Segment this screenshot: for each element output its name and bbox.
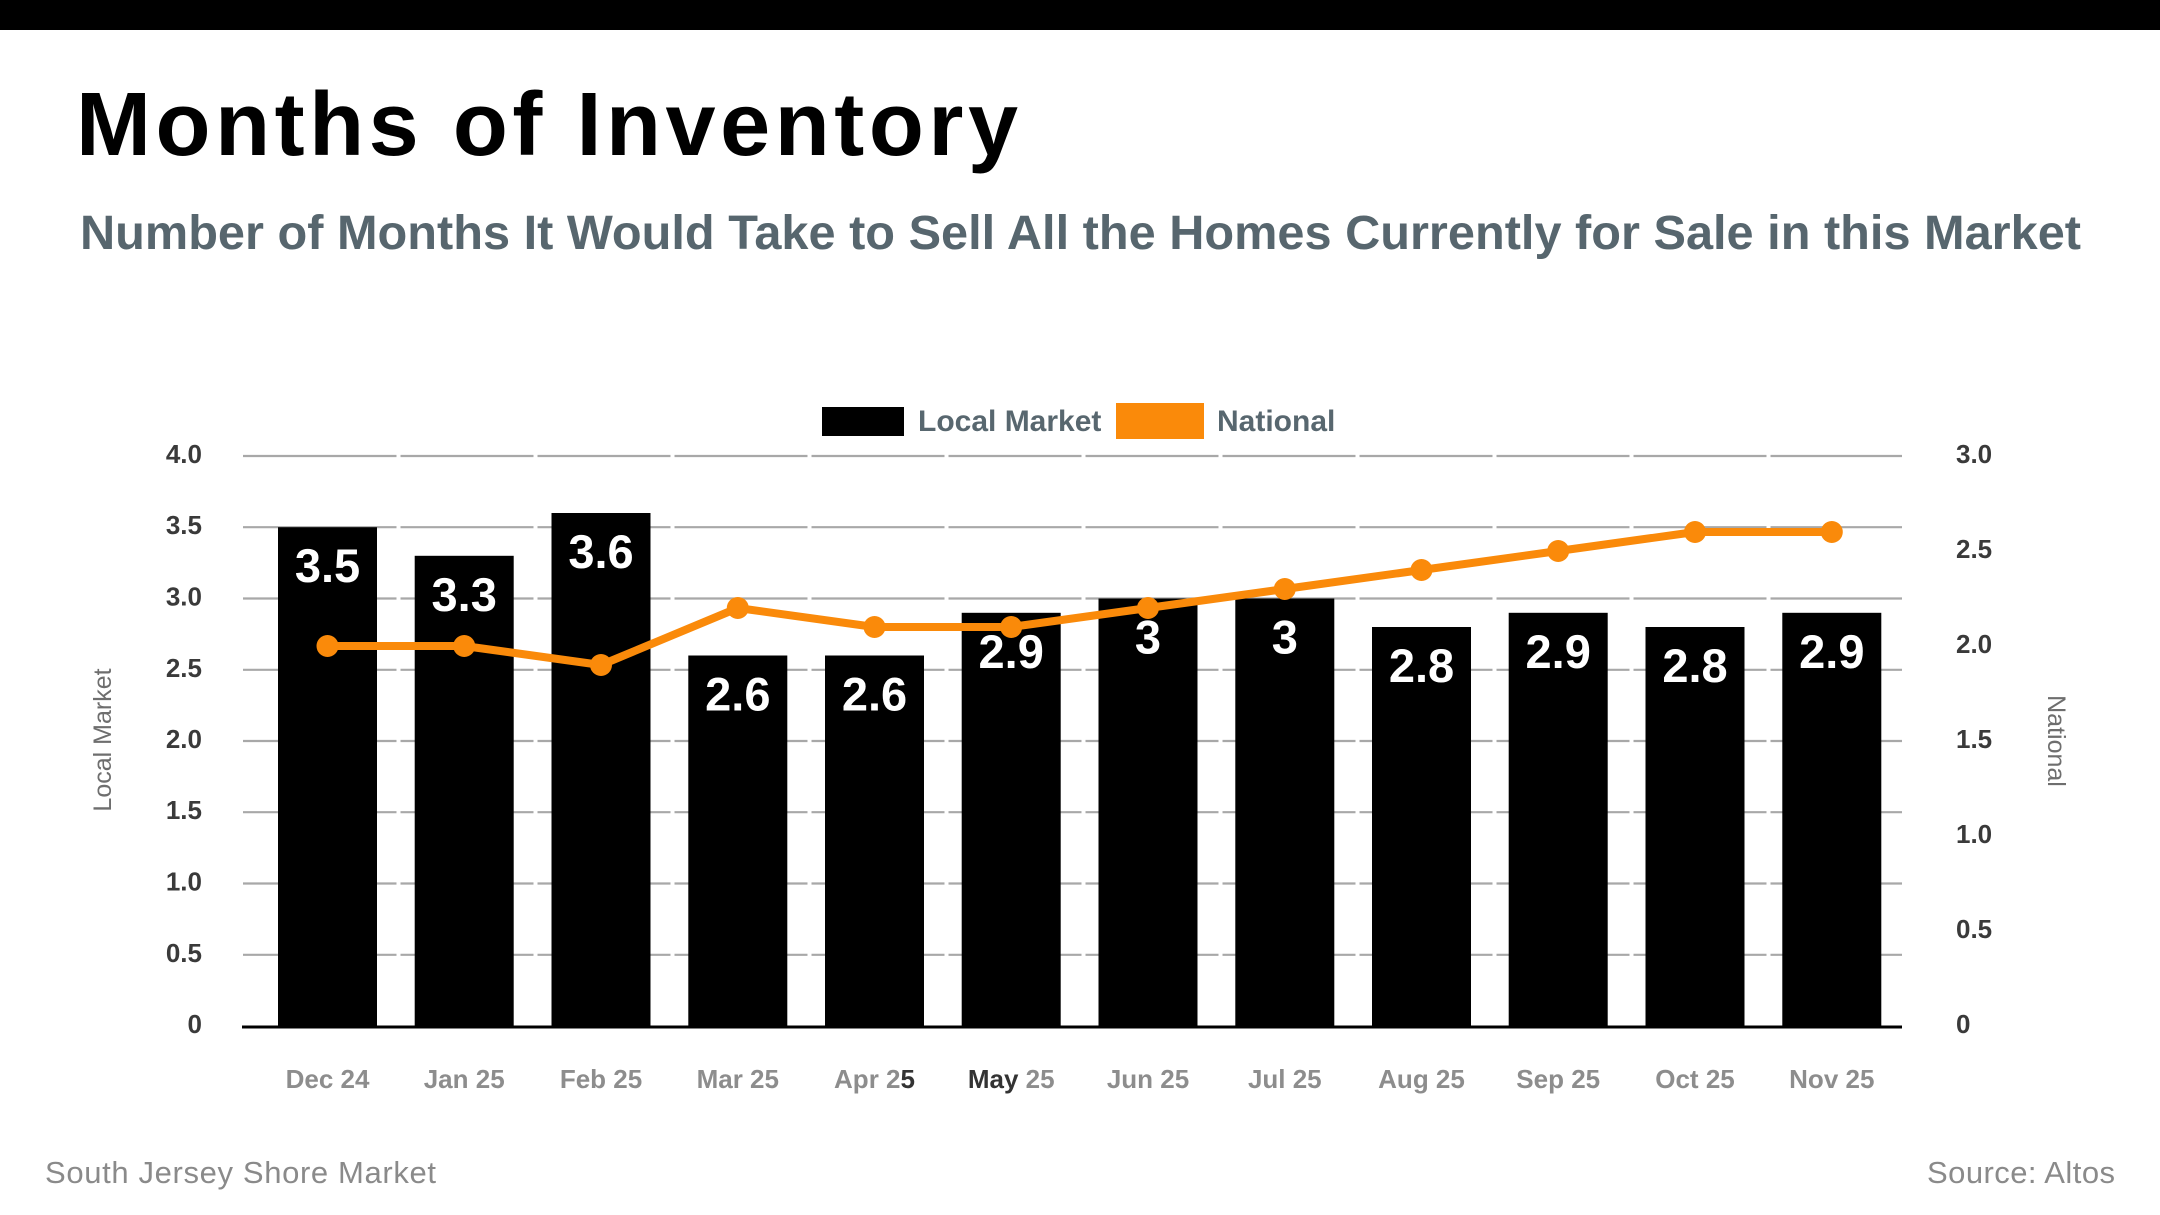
- svg-text:2.0: 2.0: [166, 724, 202, 754]
- svg-text:Dec 24: Dec 24: [286, 1064, 370, 1094]
- svg-text:National: National: [2042, 695, 2070, 787]
- svg-text:2.6: 2.6: [842, 668, 907, 721]
- svg-text:3: 3: [1135, 611, 1161, 664]
- svg-text:Aug 25: Aug 25: [1378, 1064, 1465, 1094]
- svg-text:Apr 25: Apr 25: [834, 1064, 915, 1094]
- svg-text:2.0: 2.0: [1956, 629, 1992, 659]
- svg-text:3.6: 3.6: [568, 525, 633, 578]
- svg-text:Oct 25: Oct 25: [1655, 1064, 1735, 1094]
- svg-text:2.5: 2.5: [166, 653, 202, 683]
- svg-text:1.5: 1.5: [1956, 724, 1992, 754]
- svg-text:2.9: 2.9: [1799, 625, 1864, 678]
- svg-text:1.5: 1.5: [166, 795, 202, 825]
- svg-text:2.5: 2.5: [1956, 534, 1992, 564]
- svg-text:3.0: 3.0: [166, 582, 202, 612]
- svg-text:2.8: 2.8: [1662, 639, 1727, 692]
- svg-text:Local Market: Local Market: [918, 405, 1101, 438]
- svg-text:South Jersey Shore Market: South Jersey Shore Market: [45, 1155, 436, 1190]
- svg-text:Mar 25: Mar 25: [697, 1064, 779, 1094]
- svg-text:Number of Months It Would Take: Number of Months It Would Take to Sell A…: [80, 207, 2081, 260]
- svg-text:Local Market: Local Market: [89, 668, 117, 811]
- svg-text:Jul 25: Jul 25: [1248, 1064, 1322, 1094]
- svg-text:3: 3: [1272, 611, 1298, 664]
- svg-text:0: 0: [1956, 1009, 1970, 1039]
- svg-text:0.5: 0.5: [166, 938, 202, 968]
- svg-text:Nov 25: Nov 25: [1789, 1064, 1874, 1094]
- svg-text:1.0: 1.0: [166, 867, 202, 897]
- svg-text:National: National: [1217, 405, 1335, 438]
- svg-text:3.5: 3.5: [166, 510, 202, 540]
- svg-text:Jun 25: Jun 25: [1107, 1064, 1189, 1094]
- svg-text:Sep 25: Sep 25: [1516, 1064, 1600, 1094]
- svg-text:0: 0: [188, 1009, 202, 1039]
- svg-text:3.5: 3.5: [295, 539, 360, 592]
- svg-text:May 25: May 25: [968, 1064, 1055, 1094]
- svg-text:3.0: 3.0: [1956, 439, 1992, 469]
- svg-text:Feb 25: Feb 25: [560, 1064, 642, 1094]
- svg-text:2.6: 2.6: [705, 668, 770, 721]
- svg-text:2.9: 2.9: [1526, 625, 1591, 678]
- svg-text:2.8: 2.8: [1389, 639, 1454, 692]
- svg-text:Source: Altos: Source: Altos: [1927, 1155, 2115, 1190]
- svg-text:3.3: 3.3: [432, 568, 497, 621]
- svg-text:4.0: 4.0: [166, 439, 202, 469]
- svg-text:1.0: 1.0: [1956, 819, 1992, 849]
- svg-text:0.5: 0.5: [1956, 914, 1992, 944]
- svg-text:Months of Inventory: Months of Inventory: [76, 75, 1018, 175]
- svg-text:Jan 25: Jan 25: [424, 1064, 505, 1094]
